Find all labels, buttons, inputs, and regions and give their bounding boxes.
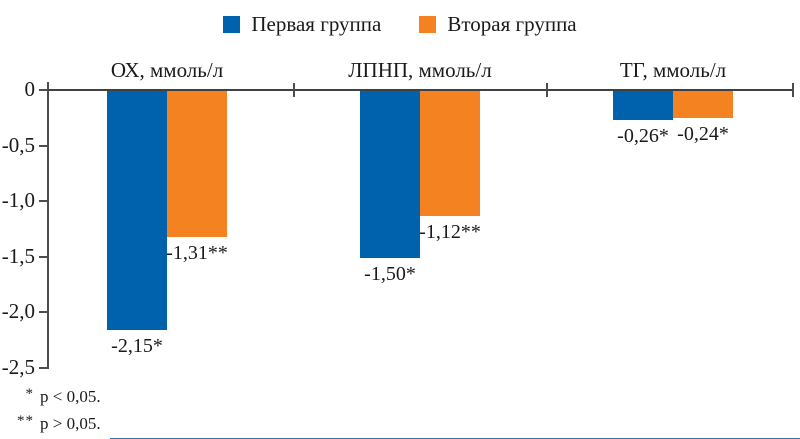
category-separator-tick [792,83,794,97]
legend-label-group1: Первая группа [251,12,382,36]
category-label: ОХ, ммоль/л [110,58,224,82]
y-tick-label: 0 [24,77,36,101]
y-tick-label: -1,5 [1,243,35,268]
x-axis-zero-line [48,89,793,91]
y-tick-label: -2,5 [1,355,35,379]
value-label: -0,26* [617,124,669,147]
footnote-1-text: p < 0,05. [40,387,101,406]
bar-group2-cat3 [673,91,733,118]
category-label: ЛПНП, ммоль/л [348,58,492,82]
footnote-2-marker: ** [17,413,34,429]
y-axis-tick [39,144,48,147]
chart-legend: Первая группа Вторая группа [0,14,800,35]
y-tick-label: -2,0 [1,299,35,324]
y-axis-tick [39,311,48,314]
y-tick-label: -1,0 [1,188,35,213]
bar-group1-cat2 [360,91,420,258]
bar-group1-cat1 [107,91,167,331]
bar-group2-cat2 [420,91,480,216]
legend-item-group1: Первая группа [223,14,381,35]
category-label: ТГ, ммоль/л [619,58,727,82]
footnote-2: ** p > 0,05. [8,411,101,438]
value-label: -2,15* [111,335,163,358]
value-label: -1,50* [364,262,416,285]
category-separator-tick [293,83,295,97]
legend-swatch-group2-icon [419,16,437,33]
y-axis-tick [39,89,48,91]
value-label: -0,24* [677,122,729,145]
legend-item-group2: Вторая группа [419,12,577,36]
footnote-1-marker: * [25,386,34,402]
footnote-1: * p < 0,05. [8,384,101,411]
legend-label-group2: Вторая группа [447,12,577,36]
y-axis-tick [39,255,48,258]
y-axis-line [47,82,49,369]
value-label: -1,31** [166,241,228,264]
y-tick-label: -0,5 [1,132,35,157]
value-label: -1,12** [419,220,481,243]
footnotes: * p < 0,05. ** p > 0,05. [8,384,101,438]
y-axis-tick [39,367,48,369]
bar-group1-cat3 [613,91,673,120]
legend-swatch-group1-icon [223,16,241,33]
y-axis-tick [39,200,48,203]
bar-group2-cat1 [167,91,227,237]
footnote-2-text: p > 0,05. [40,414,101,433]
category-separator-tick [546,83,548,97]
